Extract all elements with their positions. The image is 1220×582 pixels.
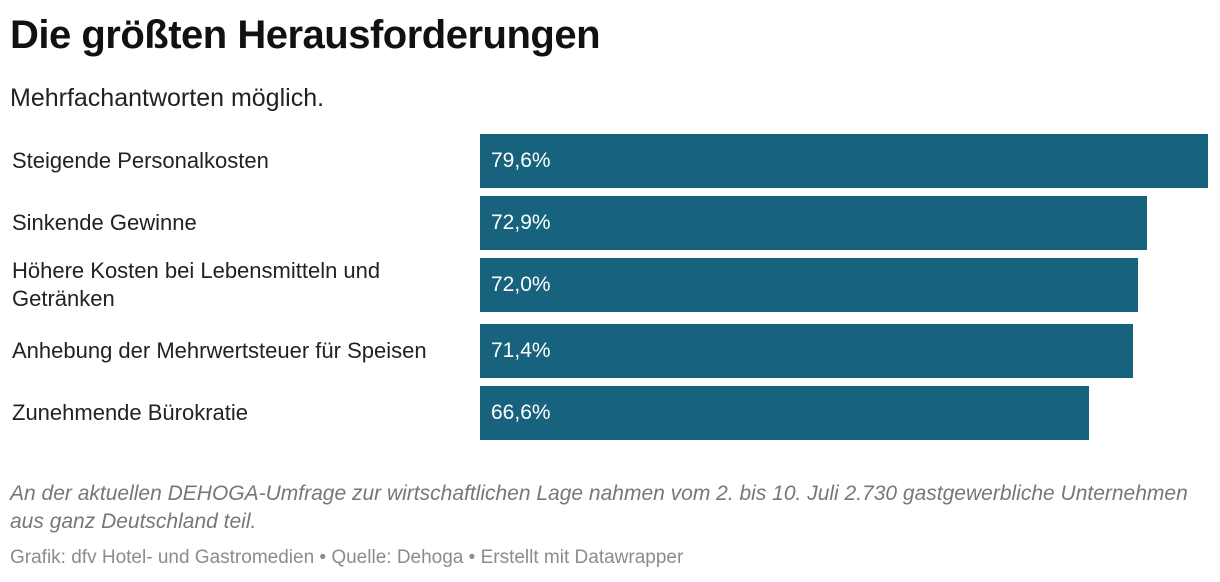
category-label: Steigende Personalkosten <box>12 148 269 173</box>
category-label: Höhere Kosten bei Lebensmitteln und Getr… <box>12 258 381 311</box>
bar-value-label: 72,0% <box>491 273 551 296</box>
category-label: Anhebung der Mehrwertsteuer für Speisen <box>12 338 427 363</box>
category-label: Zunehmende Bürokratie <box>12 400 249 425</box>
bar: 72,0% <box>480 258 1138 312</box>
category-label: Sinkende Gewinne <box>12 210 197 235</box>
survey-note: An der aktuellen DEHOGA-Umfrage zur wirt… <box>10 482 1188 533</box>
bar: 66,6% <box>480 386 1089 440</box>
bar-value-label: 71,4% <box>491 339 551 362</box>
bar-value-label: 72,9% <box>491 211 551 234</box>
bar-chart: Steigende Personalkosten 79,6% Sinkende Ge… <box>0 130 1220 450</box>
chart-subtitle: Mehrfachantworten möglich. <box>10 84 325 112</box>
bar-value-label: 79,6% <box>491 149 551 172</box>
bar-value-label: 66,6% <box>491 401 551 424</box>
bar: 71,4% <box>480 324 1133 378</box>
bar: 79,6% <box>480 134 1208 188</box>
source-footer: Grafik: dfv Hotel- und Gastromedien • Qu… <box>10 547 684 568</box>
bar: 72,9% <box>480 196 1147 250</box>
chart-title: Die größten Herausforderungen <box>10 13 601 57</box>
